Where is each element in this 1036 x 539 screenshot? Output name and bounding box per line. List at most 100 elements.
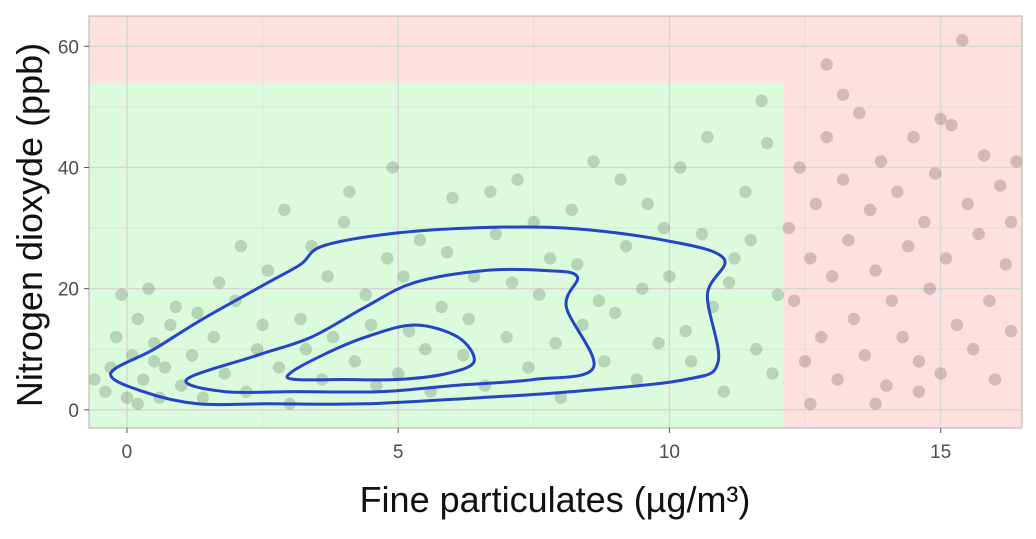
data-point xyxy=(934,112,947,126)
data-point xyxy=(592,294,606,307)
data-point xyxy=(1004,324,1018,338)
data-point xyxy=(766,367,779,380)
data-point xyxy=(185,349,199,362)
data-point xyxy=(147,355,161,368)
data-point xyxy=(169,300,182,314)
data-point xyxy=(511,173,524,186)
data-point xyxy=(679,324,692,338)
data-point xyxy=(804,397,817,410)
data-point xyxy=(674,161,687,174)
data-point xyxy=(722,276,736,289)
data-point xyxy=(863,203,877,217)
data-point xyxy=(299,343,313,356)
data-point xyxy=(684,355,698,368)
data-point xyxy=(142,282,155,295)
data-point xyxy=(804,252,817,265)
x-axis-title: Fine particulates (µg/m³) xyxy=(360,479,751,520)
data-point xyxy=(489,227,503,241)
data-point xyxy=(402,324,416,338)
data-point xyxy=(419,343,432,356)
data-point xyxy=(663,270,676,283)
data-point xyxy=(847,312,861,326)
panel-border xyxy=(88,15,1023,429)
data-point xyxy=(695,227,709,241)
data-point xyxy=(1010,155,1023,168)
data-point xyxy=(657,221,671,235)
data-point xyxy=(923,282,936,295)
data-point xyxy=(874,155,888,168)
data-point xyxy=(364,318,378,332)
contour-inner xyxy=(285,323,476,382)
data-point xyxy=(652,336,665,350)
gridlines xyxy=(89,16,1022,428)
data-point xyxy=(386,161,399,174)
data-point xyxy=(565,203,578,217)
y-axis-title: Nitrogen dioxyde (ppb) xyxy=(9,43,50,407)
data-point xyxy=(912,385,926,398)
data-point xyxy=(446,191,459,204)
data-point xyxy=(614,173,627,186)
data-point xyxy=(478,379,492,392)
data-point xyxy=(115,288,128,301)
data-point xyxy=(820,58,833,71)
data-point xyxy=(397,270,410,283)
data-point xyxy=(158,361,172,374)
data-point xyxy=(554,391,568,404)
data-point xyxy=(950,318,964,332)
data-point xyxy=(820,130,833,144)
data-point xyxy=(961,197,974,211)
x-tick-label: 15 xyxy=(930,442,951,463)
data-point xyxy=(787,294,801,307)
x-tick-label: 10 xyxy=(659,442,680,463)
data-point xyxy=(321,270,334,283)
data-point xyxy=(256,318,269,332)
data-point xyxy=(278,203,291,217)
data-point xyxy=(771,288,785,301)
data-point xyxy=(326,330,340,344)
data-point xyxy=(164,318,177,332)
threshold-zones xyxy=(89,16,1022,428)
data-point xyxy=(218,367,231,380)
data-point xyxy=(598,355,611,368)
data-point xyxy=(869,397,882,410)
data-point xyxy=(858,349,871,362)
contour-outer xyxy=(109,225,727,407)
data-point xyxy=(576,318,589,332)
data-point xyxy=(337,215,351,229)
data-point xyxy=(836,88,850,101)
data-point xyxy=(972,227,985,241)
scatter-points xyxy=(88,34,1023,410)
data-point xyxy=(934,367,947,380)
data-point xyxy=(522,361,535,374)
data-point xyxy=(587,155,600,168)
data-point xyxy=(701,130,714,144)
data-point xyxy=(885,294,899,307)
data-point xyxy=(815,330,828,344)
data-point xyxy=(842,233,855,247)
data-point xyxy=(413,233,427,247)
data-point xyxy=(207,330,220,344)
y-tick-label: 0 xyxy=(68,401,79,422)
data-point xyxy=(343,185,356,198)
data-point xyxy=(196,391,210,404)
data-point xyxy=(956,34,969,47)
data-point xyxy=(348,355,361,368)
data-point xyxy=(891,185,904,198)
data-point xyxy=(809,197,823,211)
data-point xyxy=(440,246,454,259)
data-point xyxy=(619,240,633,253)
data-point xyxy=(381,252,394,265)
data-point xyxy=(717,385,730,398)
data-point xyxy=(1004,215,1018,229)
data-point xyxy=(918,215,931,229)
data-point xyxy=(929,167,942,180)
data-point xyxy=(907,130,920,144)
data-point xyxy=(869,264,882,277)
data-point xyxy=(825,270,839,283)
data-point xyxy=(994,179,1007,192)
data-point xyxy=(549,336,562,350)
data-point xyxy=(120,391,134,404)
x-tick-label: 5 xyxy=(393,442,404,463)
data-point xyxy=(570,258,584,271)
data-point xyxy=(831,373,844,386)
